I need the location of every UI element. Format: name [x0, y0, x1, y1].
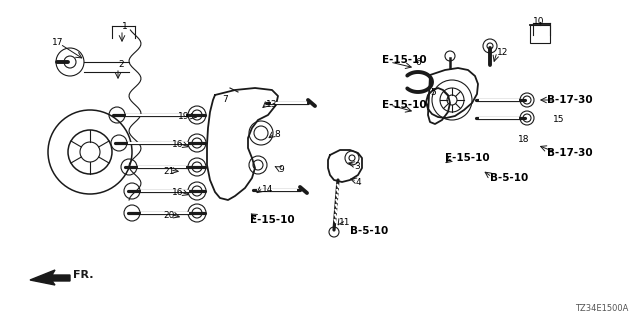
Polygon shape — [30, 270, 70, 285]
Text: 20: 20 — [163, 211, 174, 220]
Text: B-5-10: B-5-10 — [350, 226, 388, 236]
Text: 5: 5 — [430, 88, 436, 97]
Text: 19: 19 — [178, 112, 189, 121]
Text: 4: 4 — [356, 178, 362, 187]
Text: E-15-10: E-15-10 — [445, 153, 490, 163]
Text: 18: 18 — [518, 135, 529, 144]
Text: 14: 14 — [262, 185, 273, 194]
Text: E-15-10: E-15-10 — [382, 100, 427, 110]
Text: 16: 16 — [172, 188, 184, 197]
Text: 16: 16 — [172, 140, 184, 149]
Text: B-17-30: B-17-30 — [547, 148, 593, 158]
Text: E-15-10: E-15-10 — [250, 215, 294, 225]
Text: 3: 3 — [354, 162, 360, 171]
FancyBboxPatch shape — [530, 25, 550, 43]
Text: 15: 15 — [553, 115, 564, 124]
Text: E-15-10: E-15-10 — [382, 55, 427, 65]
Text: 13: 13 — [266, 100, 278, 109]
Text: 21: 21 — [163, 167, 174, 176]
Text: 8: 8 — [274, 130, 280, 139]
Text: 11: 11 — [339, 218, 351, 227]
Text: TZ34E1500A: TZ34E1500A — [575, 304, 628, 313]
Text: 12: 12 — [497, 48, 508, 57]
Text: FR.: FR. — [73, 270, 93, 280]
Text: B-17-30: B-17-30 — [547, 95, 593, 105]
Text: 6: 6 — [415, 58, 420, 67]
Text: 9: 9 — [278, 165, 284, 174]
Text: 10: 10 — [533, 17, 545, 26]
Text: 2: 2 — [118, 60, 124, 69]
Text: 7: 7 — [222, 95, 228, 104]
Text: 17: 17 — [52, 38, 63, 47]
Text: B-5-10: B-5-10 — [490, 173, 528, 183]
Text: 1: 1 — [122, 22, 128, 31]
